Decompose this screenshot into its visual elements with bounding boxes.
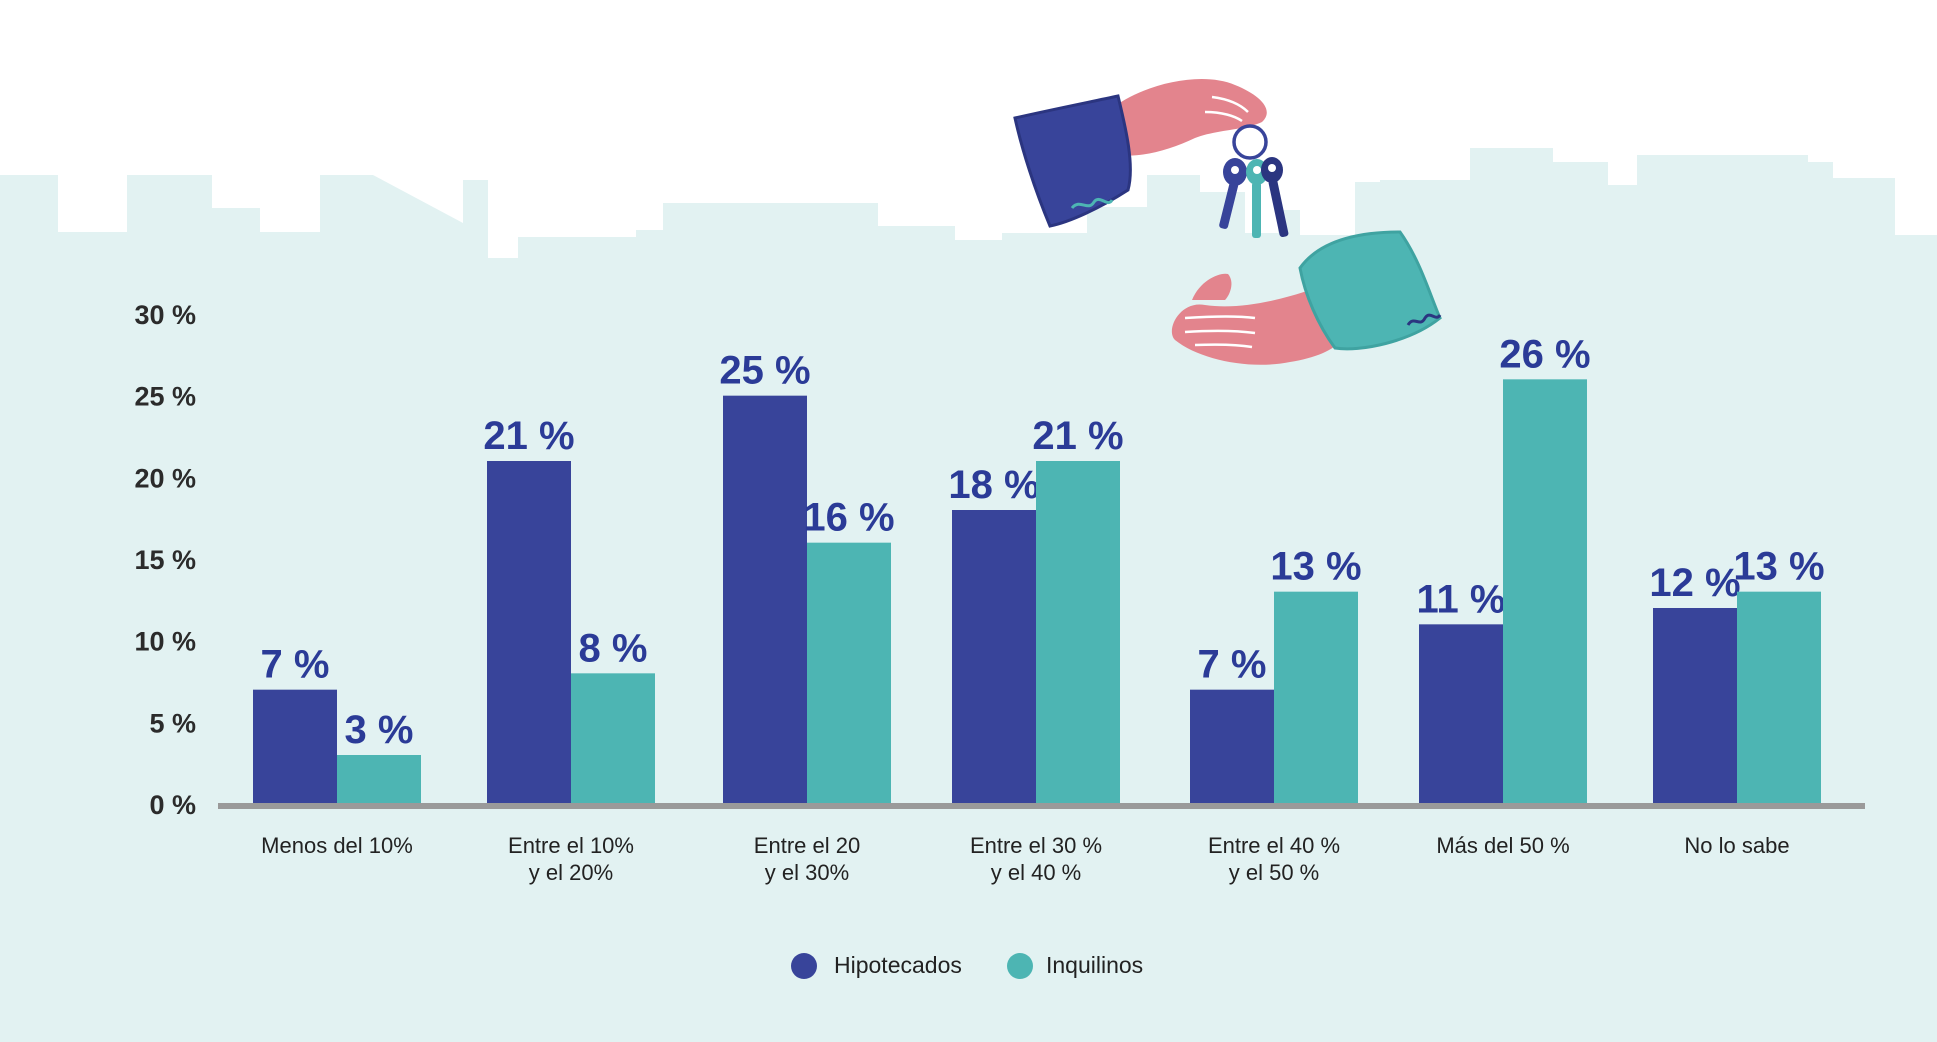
y-tick-label: 20 % [134,463,196,493]
y-tick-label: 5 % [149,708,196,738]
data-label: 8 % [579,626,648,670]
y-tick-label: 15 % [134,545,196,575]
hands-exchanging-keys-icon [1013,79,1442,365]
x-tick-label: Entre el 40 % y el 50 % [1208,833,1340,885]
x-tick-label-line: Entre el 10% [508,833,634,858]
bar-hipotecados-3 [723,395,807,804]
x-tick-label-line: y el 30% [765,860,849,885]
x-tick-label-line: Menos del 10% [261,833,413,858]
bar-inquilinos-1 [337,755,421,804]
bar-hipotecados-1 [253,689,337,804]
x-tick-label: Más del 50 % [1436,833,1569,858]
data-label: 3 % [345,708,414,752]
data-label: 12 % [1649,561,1740,605]
data-label: 18 % [948,463,1039,507]
bar-inquilinos-5 [1274,591,1358,804]
navy-sleeve-icon [1013,94,1132,228]
x-tick-label: Entre el 10% y el 20% [508,833,634,885]
data-label: 25 % [719,349,810,393]
bar-inquilinos-7 [1737,591,1821,804]
x-tick-label-line: y el 50 % [1229,860,1320,885]
bar-inquilinos-6 [1503,379,1587,804]
x-tick-label-line: y el 40 % [991,860,1082,885]
lower-hand-icon [1171,290,1340,365]
data-label: 21 % [1032,414,1123,458]
data-label: 16 % [803,496,894,540]
data-label: 26 % [1499,332,1590,376]
bar-inquilinos-2 [571,673,655,804]
legend-label: Inquilinos [1046,952,1143,978]
keys-icon [1219,157,1289,238]
y-tick-label: 25 % [134,382,196,412]
x-tick-label-line: Entre el 40 % [1208,833,1340,858]
bar-hipotecados-5 [1190,689,1274,804]
x-tick-label: Entre el 20 y el 30% [754,833,860,885]
legend: Hipotecados Inquilinos [791,952,1143,979]
bar-hipotecados-4 [952,510,1036,804]
x-tick-label-line: Entre el 20 [754,833,860,858]
legend-swatch-inquilinos [1007,953,1033,979]
bar-hipotecados-6 [1419,624,1503,804]
bar-hipotecados-7 [1653,608,1737,804]
x-tick-label-line: y el 20% [529,860,613,885]
data-label: 11 % [1417,577,1506,621]
bar-hipotecados-2 [487,461,571,804]
upper-hand-icon [1110,79,1267,156]
bar-inquilinos-4 [1036,461,1120,804]
x-tick-label: Menos del 10% [261,833,413,858]
y-tick-label: 0 % [149,790,196,820]
legend-label: Hipotecados [834,952,962,978]
bar-inquilinos-3 [807,542,891,804]
data-label: 7 % [1198,643,1267,687]
x-tick-label-line: No lo sabe [1684,833,1789,858]
x-axis-line [218,803,1865,809]
data-label: 21 % [483,414,574,458]
data-label: 7 % [261,643,330,687]
teal-sleeve-icon [1298,230,1442,351]
x-tick-label: Entre el 30 % y el 40 % [970,833,1102,885]
x-tick-label: No lo sabe [1684,833,1789,858]
plot-area: 0 % 5 % 10 % 15 % 20 % 25 % 30 % 7 % 21 % 25 % 18 … [134,300,1865,885]
y-tick-label: 30 % [134,300,196,330]
data-label: 13 % [1733,545,1824,589]
y-tick-label: 10 % [134,627,196,657]
legend-swatch-hipotecados [791,953,817,979]
x-tick-label-line: Entre el 30 % [970,833,1102,858]
x-tick-label-line: Más del 50 % [1436,833,1569,858]
data-label: 13 % [1270,545,1361,589]
